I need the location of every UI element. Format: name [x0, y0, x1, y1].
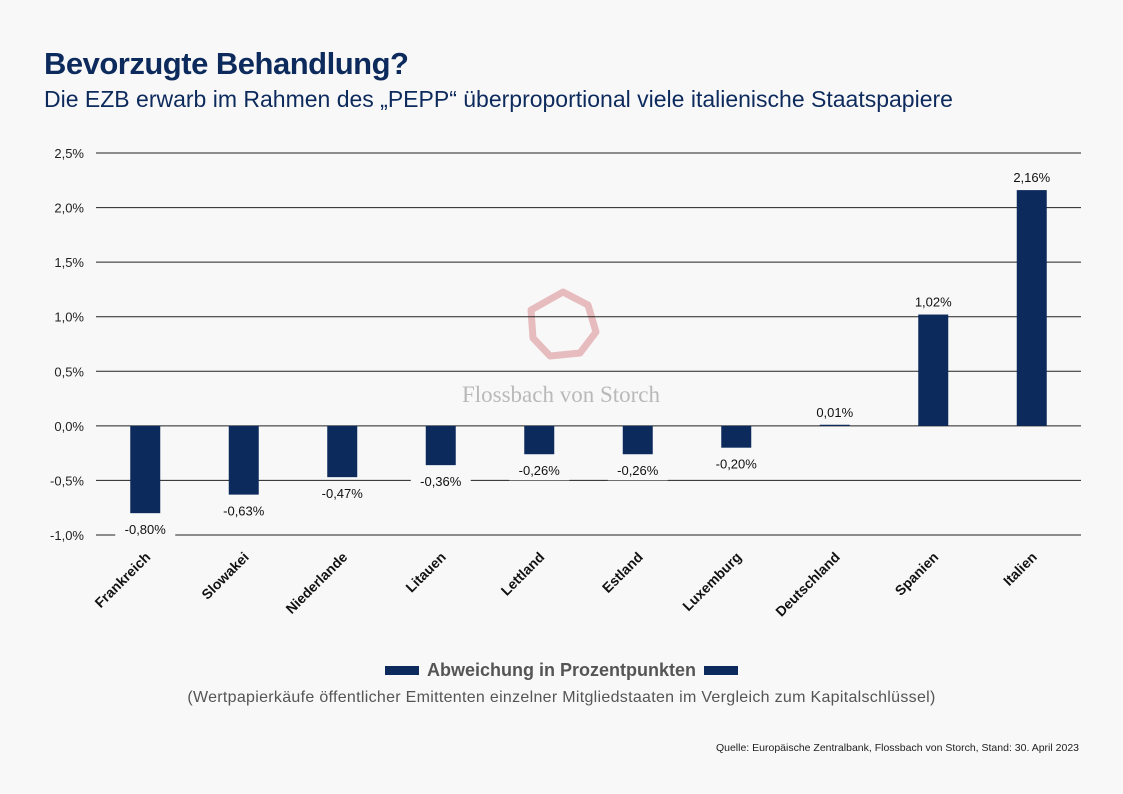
value-label: -0,63%	[223, 504, 265, 519]
value-label-bg	[706, 453, 767, 474]
bar-chart: Flossbach von Storch 2,5% 2,0% 1,5% 1,0% 0,5…	[50, 146, 1081, 620]
y-tick-label: 2,5%	[54, 146, 84, 161]
source-note: Quelle: Europäische Zentralbank, Flossba…	[715, 742, 1079, 754]
y-tick-label: 1,0%	[54, 310, 84, 325]
legend-swatch-right	[704, 666, 738, 675]
y-tick-label: -1,0%	[50, 528, 84, 543]
bar	[130, 425, 161, 514]
bar	[918, 314, 949, 426]
bar	[228, 425, 259, 495]
chart-title: Bevorzugte Behandlung?	[44, 46, 409, 81]
value-label-bg	[213, 500, 274, 521]
y-tick-label: -0,5%	[50, 473, 84, 488]
watermark: Flossbach von Storch	[462, 288, 661, 407]
value-label: 2,16%	[1013, 170, 1050, 185]
y-tick-label: 0,5%	[54, 364, 84, 379]
value-label: -0,26%	[519, 463, 561, 478]
value-label-bg	[410, 471, 471, 492]
y-tick-label: 2,0%	[54, 201, 84, 216]
x-tick-label: Frankreich	[91, 549, 153, 611]
bar	[1016, 190, 1047, 426]
value-label: 0,01%	[816, 405, 853, 420]
value-label: 1,02%	[915, 295, 952, 310]
value-label: -0,20%	[716, 457, 758, 472]
value-label: -0,26%	[617, 463, 659, 478]
x-tick-label: Estland	[599, 549, 646, 596]
value-label: -0,80%	[125, 522, 167, 537]
legend-label: Abweichung in Prozentpunkten	[427, 660, 696, 680]
value-label-bg	[804, 401, 865, 422]
bar	[524, 425, 555, 455]
y-tick-label: 1,5%	[54, 255, 84, 270]
value-label-bg	[1001, 167, 1062, 188]
legend-note: (Wertpapierkäufe öffentlicher Emittenten…	[187, 689, 936, 706]
value-label-bg	[509, 460, 570, 481]
value-label-bg	[607, 460, 668, 481]
x-tick-label: Deutschland	[772, 549, 843, 620]
bar	[819, 424, 850, 426]
bar	[721, 425, 752, 448]
value-label-bg	[903, 291, 964, 312]
y-tick-label: 0,0%	[54, 419, 84, 434]
value-label-bg	[312, 483, 373, 504]
value-label: -0,36%	[420, 474, 462, 489]
value-label-bg	[115, 519, 176, 540]
bar	[327, 425, 358, 478]
watermark-logo-icon	[527, 288, 600, 360]
x-tick-label: Spanien	[892, 549, 942, 599]
x-tick-label: Litauen	[402, 549, 449, 596]
value-label: -0,47%	[322, 486, 364, 501]
x-tick-label: Lettland	[498, 549, 548, 599]
legend-swatch-left	[385, 666, 419, 675]
bar	[425, 425, 456, 466]
x-tick-label: Luxemburg	[679, 549, 744, 614]
x-tick-label: Niederlande	[282, 549, 350, 617]
x-tick-label: Italien	[1000, 549, 1040, 589]
watermark-text: Flossbach von Storch	[462, 382, 661, 407]
legend: Abweichung in Prozentpunkten (Wertpapier…	[0, 660, 1123, 707]
x-tick-label: Slowakei	[198, 549, 252, 603]
bar	[622, 425, 653, 455]
chart-subtitle: Die EZB erwarb im Rahmen des „PEPP“ über…	[44, 86, 953, 112]
